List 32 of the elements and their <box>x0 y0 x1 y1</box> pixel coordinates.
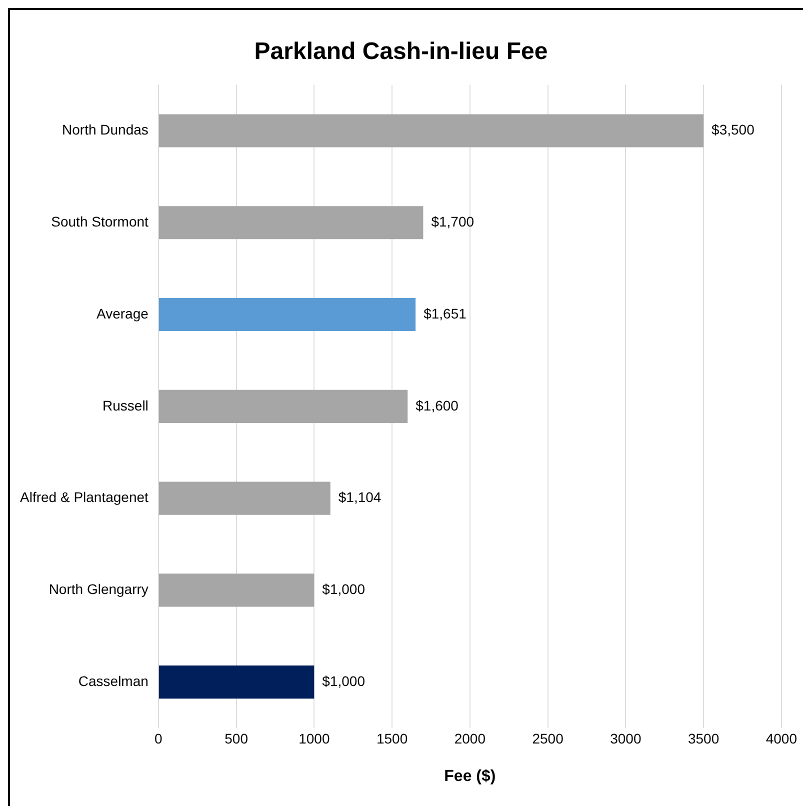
y-tick-label: Casselman <box>78 672 148 689</box>
y-tick-label: Average <box>96 305 149 322</box>
bar <box>158 574 314 607</box>
bar <box>158 298 416 332</box>
data-label: $1,600 <box>416 397 459 414</box>
data-label: $1,000 <box>322 581 366 598</box>
x-tick-label: 500 <box>224 730 248 746</box>
x-axis-title: Fee ($) <box>444 768 496 785</box>
y-tick-label: North Glengarry <box>48 581 148 598</box>
y-tick-label: Russell <box>102 397 148 414</box>
y-tick-label: Alfred & Plantagenet <box>20 489 149 506</box>
bar <box>158 482 330 515</box>
y-tick-label: North Dundas <box>62 122 148 138</box>
x-tick-label: 1000 <box>298 730 330 746</box>
x-tick-label: 2500 <box>532 730 564 746</box>
x-tick-label: 2000 <box>454 730 486 746</box>
data-label: $1,700 <box>431 213 474 230</box>
bar <box>158 206 424 240</box>
x-tick-label: 4000 <box>766 730 798 746</box>
x-tick-label: 3000 <box>610 730 642 746</box>
bar <box>158 390 408 423</box>
data-label: $1,104 <box>338 489 382 506</box>
x-tick-label: 3500 <box>688 730 720 746</box>
data-label: $1,651 <box>424 305 467 322</box>
x-tick-label: 0 <box>154 730 163 746</box>
y-tick-label: South Stormont <box>51 213 149 230</box>
chart-title: Parkland Cash-in-lieu Fee <box>254 38 548 66</box>
data-label: $3,500 <box>712 122 755 138</box>
data-label: $1,000 <box>322 672 366 689</box>
bar <box>158 666 314 699</box>
bar <box>158 114 704 148</box>
x-tick-label: 1500 <box>376 730 408 746</box>
